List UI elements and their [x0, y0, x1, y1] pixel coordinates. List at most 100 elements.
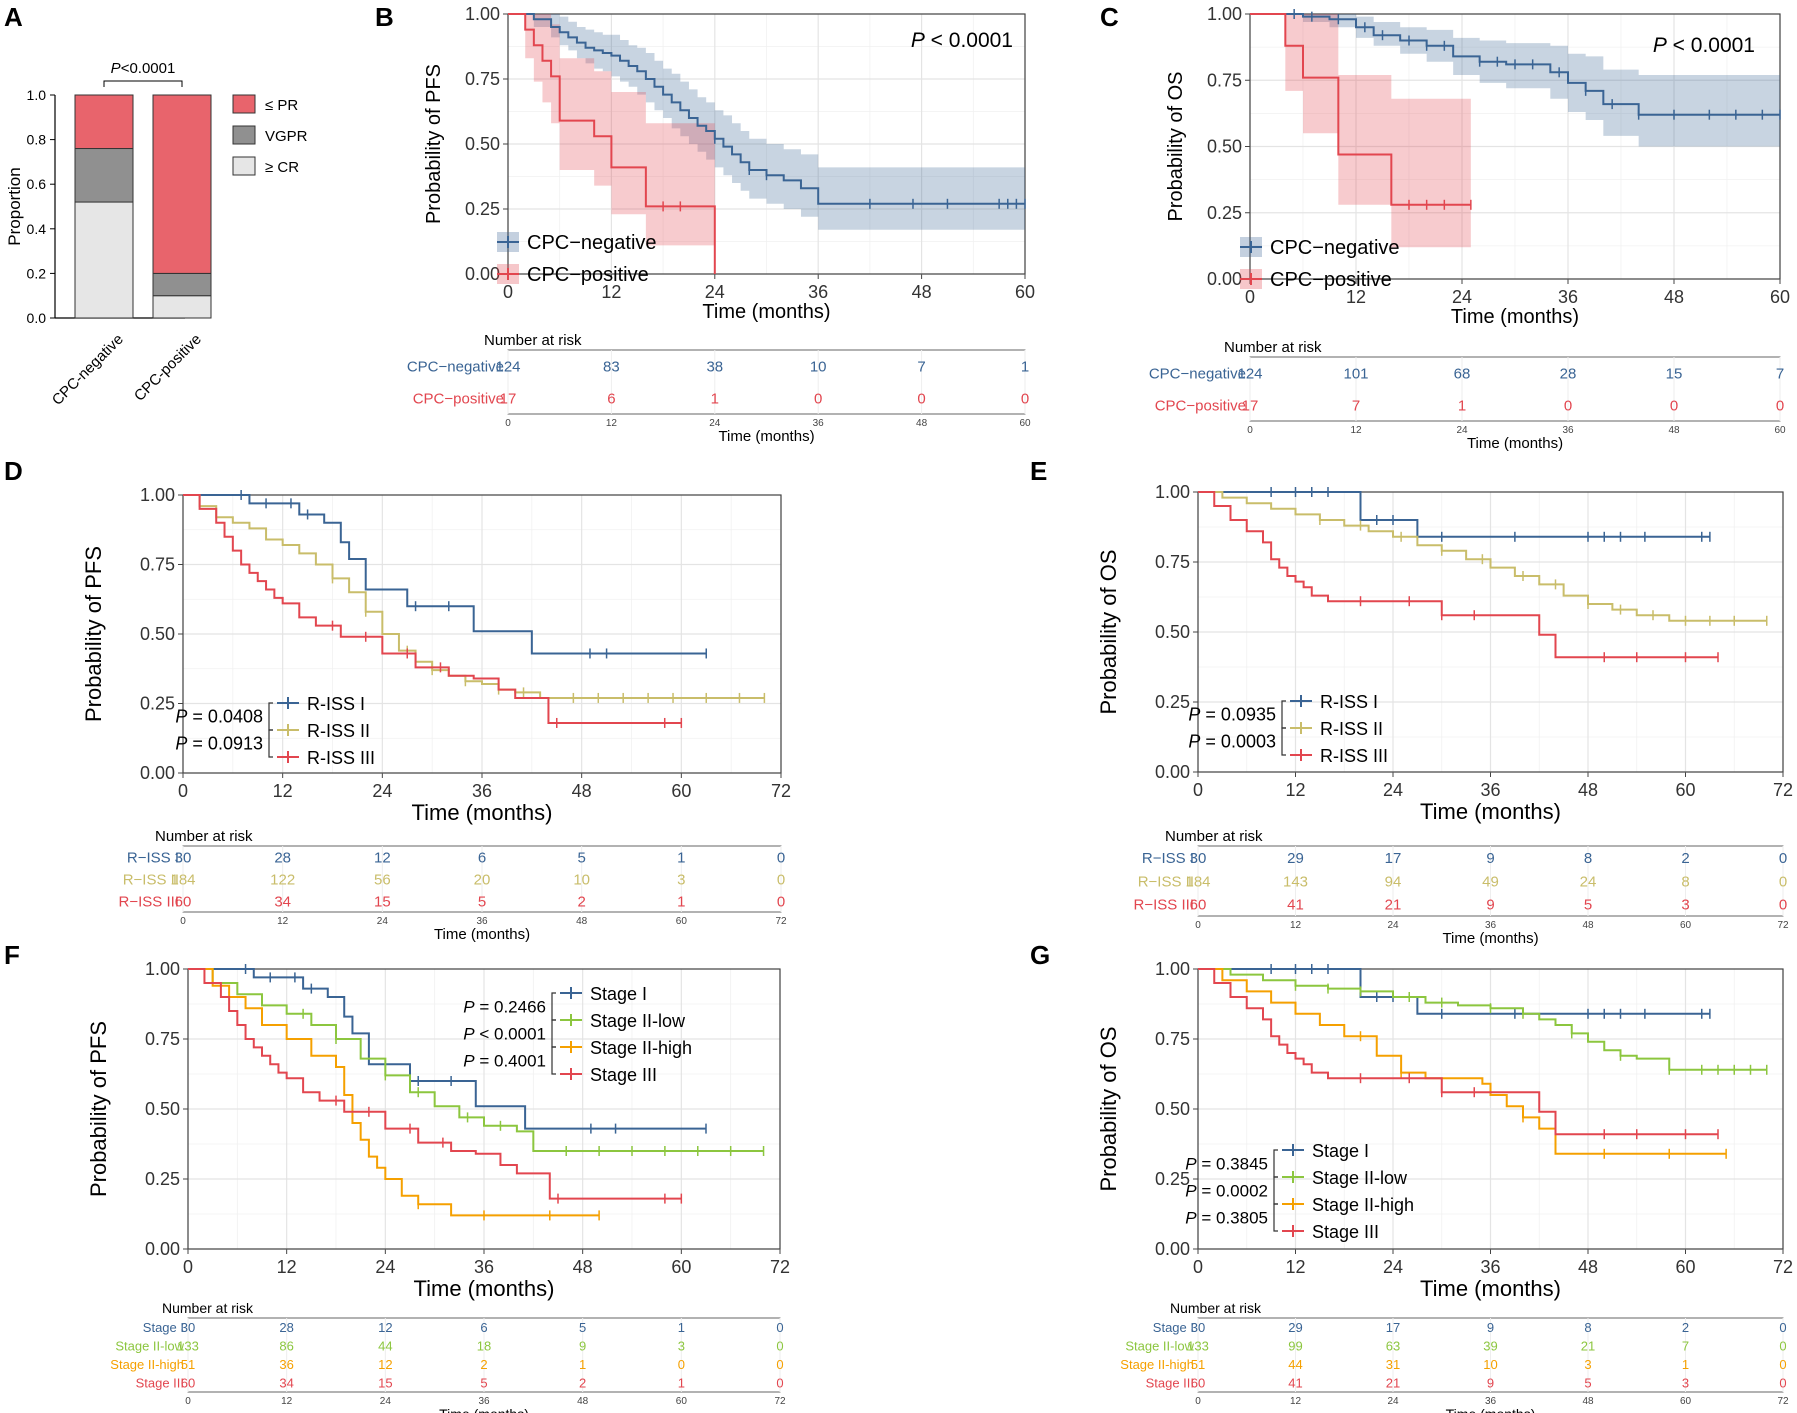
risk-count: 0 [1779, 1320, 1786, 1335]
legend-label: CPC−negative [1270, 237, 1400, 259]
risk-count: 9 [1487, 1320, 1494, 1335]
legend-label: ≥ CR [265, 159, 299, 176]
x-tick-label: 0 [1193, 1257, 1203, 1277]
risk-count: 30 [175, 849, 192, 866]
risk-count: 18 [477, 1338, 491, 1353]
panel-letter-e: E [1030, 456, 1047, 486]
risk-x-tick-label: 60 [676, 916, 688, 927]
y-tick-label: 1.00 [1207, 4, 1242, 24]
p-value-bracket [551, 992, 556, 1021]
y-axis-label: Probability of OS [1165, 71, 1187, 221]
risk-count: 3 [1584, 1357, 1591, 1372]
risk-count: 0 [776, 1375, 783, 1390]
legend-label: R-ISS III [1320, 746, 1388, 766]
risk-count: 17 [500, 390, 517, 407]
risk-count: 12 [374, 849, 391, 866]
y-tick-label: 0.2 [27, 265, 47, 281]
bar-segment-cpc-negative-ge-cr [74, 201, 134, 319]
risk-row-label: Stage II-high [1120, 1357, 1194, 1372]
legend-key-ge-cr [232, 156, 256, 176]
risk-count: 5 [1584, 897, 1592, 914]
km-curve-cpc-positive [1250, 13, 1471, 206]
legend-label: R-ISS III [307, 748, 375, 768]
x-axis-label: Time (months) [1420, 799, 1561, 824]
risk-count: 44 [378, 1338, 392, 1353]
p-value-annotation: P = 0.0935 [1188, 705, 1276, 725]
km-curve-stage-i [188, 968, 706, 1130]
x-tick-label: 36 [1480, 1257, 1500, 1277]
p-value-annotation: P = 0.0408 [175, 707, 263, 727]
risk-row-label: CPC−negative [1149, 365, 1246, 382]
y-tick-label: 0.50 [1155, 1099, 1190, 1119]
risk-count: 60 [181, 1375, 195, 1390]
risk-count: 2 [1682, 1320, 1689, 1335]
risk-x-tick-label: 36 [478, 1396, 490, 1407]
risk-count: 124 [495, 358, 520, 375]
risk-count: 0 [776, 1338, 783, 1353]
x-tick-label: 48 [1578, 1257, 1598, 1277]
risk-count: 29 [1288, 1320, 1302, 1335]
risk-count: 122 [270, 871, 295, 888]
p-value-annotation: P = 0.3805 [1185, 1209, 1268, 1228]
risk-count: 0 [814, 390, 822, 407]
risk-count: 0 [777, 893, 785, 910]
km-curve-stage-ii-low [1198, 968, 1767, 1071]
x-tick-label: 0 [183, 1257, 193, 1277]
risk-count: 60 [1190, 897, 1207, 914]
risk-count: 5 [480, 1375, 487, 1390]
x-axis-label: Time (months) [412, 800, 553, 825]
risk-table-title: Number at risk [1165, 828, 1263, 845]
legend-label: CPC−positive [527, 264, 649, 286]
panel-letter-a: A [4, 2, 23, 32]
risk-count: 99 [1288, 1338, 1302, 1353]
risk-count: 0 [777, 849, 785, 866]
risk-count: 49 [1482, 873, 1499, 890]
x-axis-label: Time (months) [702, 301, 830, 323]
panel-letter-f: F [4, 940, 20, 970]
risk-row-label: Stage II-high [110, 1357, 184, 1372]
y-axis-label: Probability of PFS [81, 546, 106, 722]
risk-count: 9 [579, 1338, 586, 1353]
risk-count: 56 [374, 871, 391, 888]
risk-row-label: Stage I [143, 1320, 184, 1335]
risk-x-tick-label: 12 [281, 1396, 293, 1407]
panel-letter-c: C [1100, 2, 1119, 32]
x-tick-label: 0 [178, 781, 188, 801]
panel-letter-b: B [375, 2, 394, 32]
x-tick-label: 36 [1480, 780, 1500, 800]
risk-x-tick-label: 12 [1290, 1396, 1302, 1407]
risk-count: 8 [1584, 850, 1592, 867]
y-tick-label: 0.00 [140, 763, 175, 783]
risk-row-label: R−ISS I [127, 849, 179, 866]
risk-x-tick-label: 60 [676, 1396, 688, 1407]
risk-table-title: Number at risk [1170, 1300, 1262, 1316]
km-curve-r-iss-ii [183, 494, 765, 699]
ci-band-cpc-positive [1250, 14, 1471, 248]
risk-count: 63 [1386, 1338, 1400, 1353]
risk-count: 1 [579, 1357, 586, 1372]
risk-count: 41 [1287, 897, 1304, 914]
y-tick-label: 0.00 [1155, 762, 1190, 782]
risk-count: 24 [1580, 873, 1597, 890]
risk-x-tick-label: 36 [1562, 425, 1574, 436]
km-curve-stage-ii-low [188, 968, 764, 1152]
risk-count: 8 [1584, 1320, 1591, 1335]
y-tick-label: 1.0 [27, 87, 47, 103]
risk-x-tick-label: 48 [1582, 920, 1594, 931]
risk-row-label: R−ISS III [1134, 897, 1194, 914]
risk-count: 1 [1458, 397, 1466, 414]
y-tick-label: 1.00 [1155, 959, 1190, 979]
x-category-label: CPC-positive [131, 331, 205, 405]
risk-x-tick-label: 60 [1680, 920, 1692, 931]
y-tick-label: 0.0 [27, 310, 47, 326]
risk-count: 101 [1343, 365, 1368, 382]
y-tick-label: 1.00 [140, 485, 175, 505]
km-curve-stage-ii-high [1198, 968, 1727, 1155]
p-value-annotation: P < 0.0001 [911, 29, 1013, 52]
risk-count: 0 [1670, 397, 1678, 414]
risk-count: 12 [378, 1357, 392, 1372]
x-category-label: CPC-negative [49, 331, 127, 409]
risk-table-x-label: Time (months) [439, 1406, 529, 1413]
x-tick-label: 48 [1578, 780, 1598, 800]
risk-table-x-label: Time (months) [718, 428, 814, 445]
